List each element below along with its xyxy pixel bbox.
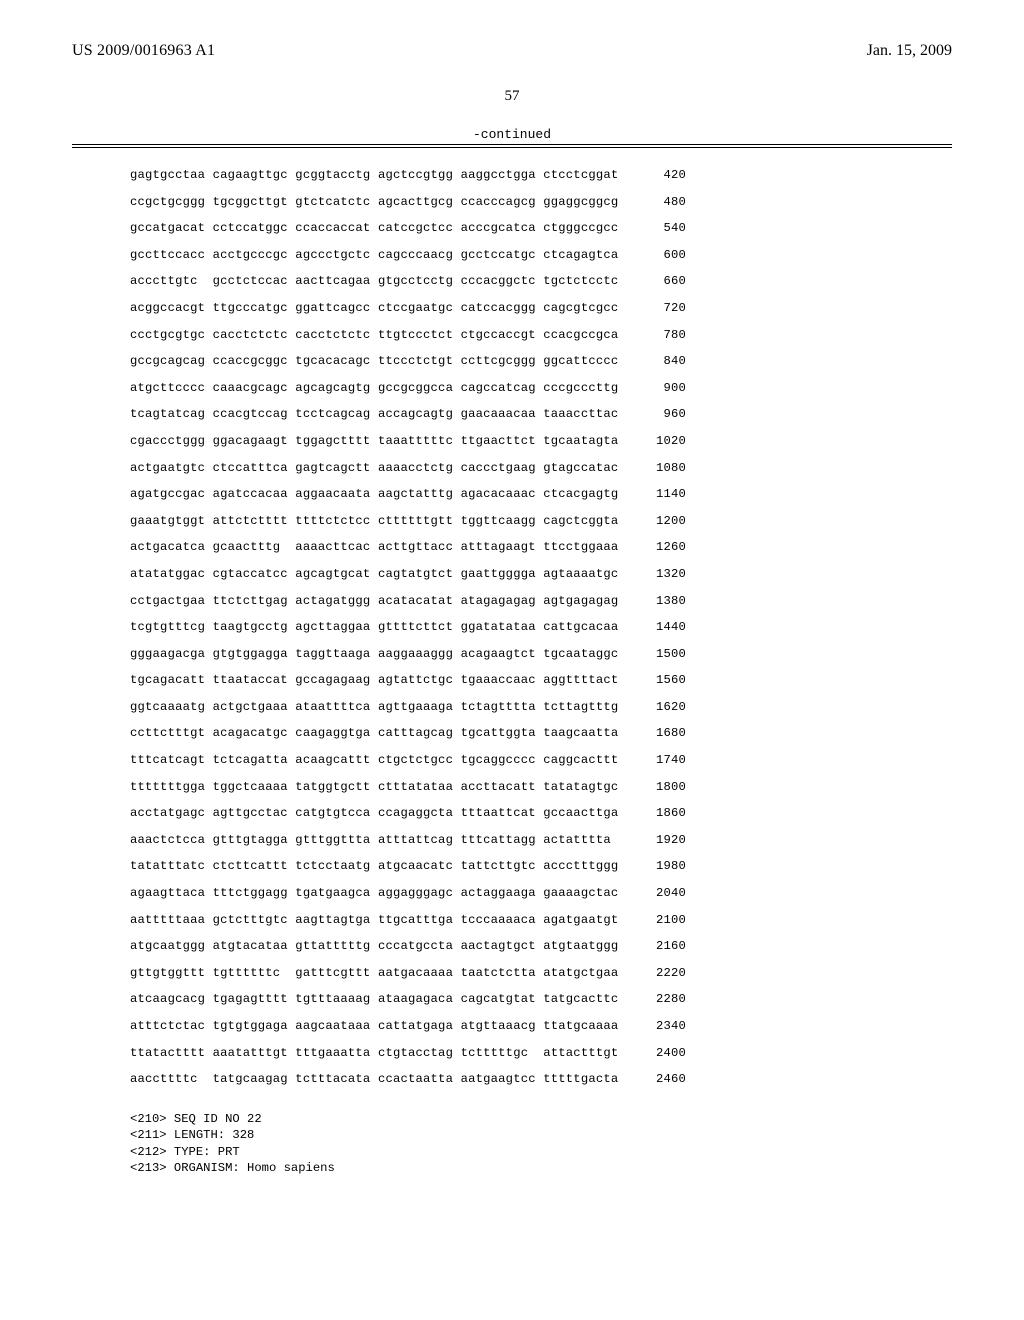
publication-number: US 2009/0016963 A1 bbox=[72, 42, 215, 60]
continued-label: -continued bbox=[72, 127, 952, 142]
page: US 2009/0016963 A1 Jan. 15, 2009 57 -con… bbox=[0, 0, 1024, 1320]
page-header: US 2009/0016963 A1 Jan. 15, 2009 bbox=[72, 42, 952, 60]
rule-top-thin bbox=[72, 147, 952, 148]
page-number: 57 bbox=[72, 88, 952, 105]
rule-top bbox=[72, 144, 952, 145]
publication-date: Jan. 15, 2009 bbox=[867, 42, 952, 60]
sequence-listing: gagtgcctaa cagaagttgc gcggtacctg agctccg… bbox=[130, 162, 952, 1093]
sequence-metadata: <210> SEQ ID NO 22 <211> LENGTH: 328 <21… bbox=[130, 1111, 952, 1177]
